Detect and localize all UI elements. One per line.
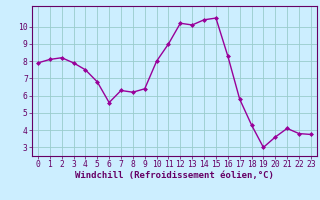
X-axis label: Windchill (Refroidissement éolien,°C): Windchill (Refroidissement éolien,°C)	[75, 171, 274, 180]
